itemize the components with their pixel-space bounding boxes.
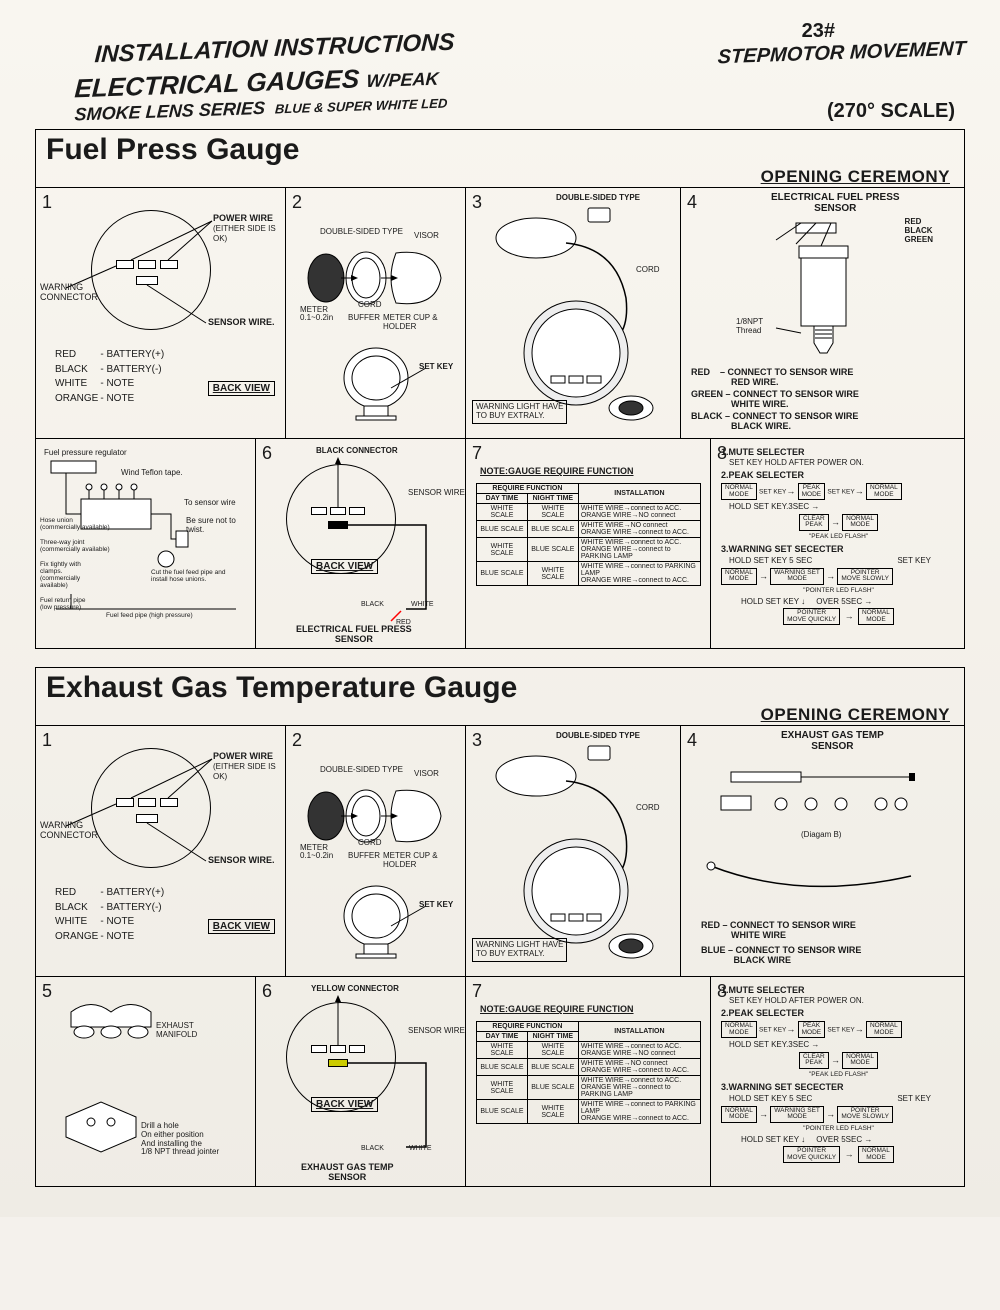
section-title: Fuel Press Gauge	[36, 130, 964, 167]
back-view-label: BACK VIEW	[208, 381, 275, 396]
cell-6: 6 BLACK CONNECTOR SENSOR WIRE BACK VIEW …	[256, 439, 466, 649]
cell-5: Fuel pressure regulator Wind Teflon tape…	[36, 439, 256, 649]
function-table: REQUIRE FUNCTIONINSTALLATION DAY TIMENIG…	[476, 1021, 701, 1124]
set-key-label: SET KEY	[419, 363, 453, 372]
egt-sensor-icon	[681, 726, 963, 926]
section-title: Exhaust Gas Temperature Gauge	[36, 668, 964, 705]
cell-7: 7 NOTE:GAUGE REQUIRE FUNCTION REQUIRE FU…	[466, 439, 711, 649]
page-number: 23#	[802, 20, 835, 43]
power-wire-label: POWER WIRE (EITHER SIDE IS OK)	[213, 214, 285, 244]
cell-3b: 3 DOUBLE-SIDED TYPE CORD WARNING LIGHT H…	[466, 726, 681, 976]
warning-conn-label: WARNING CONNECTOR	[40, 283, 98, 303]
cell-2: 2 DOUBLE-	[286, 188, 466, 438]
section-fuel-press: Fuel Press Gauge OPENING CEREMONY 1 P	[35, 129, 965, 649]
cell-6b: 6 YELLOW CONNECTOR SENSOR WIRE BACK VIEW…	[256, 977, 466, 1187]
black-connector-label: BLACK CONNECTOR	[316, 447, 398, 456]
cell-7b: 7 NOTE:GAUGE REQUIRE FUNCTION REQUIRE FU…	[466, 977, 711, 1187]
cell-5b: 5 EXHAUST MANIFOLD Drill a hole On eithe…	[36, 977, 256, 1187]
cell-3: 3 DOUBLE-SIDED TYPE CORD WARNING LIGHT H…	[466, 188, 681, 438]
back-wiring-icon	[256, 977, 466, 1187]
row-1b: 1 POWER WIRE (EITHER SIDE IS OK) WARNING…	[36, 725, 964, 976]
double-sided-label: DOUBLE-SIDED TYPE	[556, 194, 640, 203]
row-1: 1 POWER WIRE (EITHER SIDE IS OK) WARNING…	[36, 187, 964, 438]
cell-2b: 2 DOUBLE-SIDED TYPE VISOR METER	[286, 726, 466, 976]
selecter-panel: 1.MUTE SELECTER SET KEY HOLD AFTER POWER…	[721, 447, 956, 627]
cell-1b: 1 POWER WIRE (EITHER SIDE IS OK) WARNING…	[36, 726, 286, 976]
cell-4b: 4 EXHAUST GAS TEMP SENSOR (Diagam B)	[681, 726, 963, 976]
cell-4: 4 ELECTRICAL FUEL PRESS SENSOR RED BLACK…	[681, 188, 963, 438]
cell-1: 1 POWER WIRE (EITHER SIDE IS OK) WARNING…	[36, 188, 286, 438]
wire-legend: RED- BATTERY(+) BLACK- BATTERY(-) WHITE-…	[54, 348, 165, 406]
function-table: REQUIRE FUNCTION INSTALLATION DAY TIME N…	[476, 483, 701, 586]
sensor-wire-label: SENSOR WIRE.	[208, 318, 275, 328]
opening-ceremony: OPENING CEREMONY	[36, 705, 964, 725]
warning-light-note: WARNING LIGHT HAVE TO BUY EXTRALY.	[472, 400, 567, 424]
row-2: Fuel pressure regulator Wind Teflon tape…	[36, 438, 964, 648]
row-2b: 5 EXHAUST MANIFOLD Drill a hole On eithe…	[36, 976, 964, 1186]
selecter-panel: 1.MUTE SELECTER SET KEY HOLD AFTER POWER…	[721, 985, 956, 1165]
header: 23# INSTALLATION INSTRUCTIONS STEPMOTOR …	[35, 20, 965, 125]
scale: (270° SCALE)	[827, 100, 955, 123]
section-exhaust-gas: Exhaust Gas Temperature Gauge OPENING CE…	[35, 667, 965, 1187]
back-wiring-icon	[256, 439, 466, 649]
opening-ceremony: OPENING CEREMONY	[36, 167, 964, 187]
title-stepmotor: STEPMOTOR MOVEMENT	[717, 38, 966, 70]
cell-8b: 8 1.MUTE SELECTER SET KEY HOLD AFTER POW…	[711, 977, 963, 1187]
cell-8: 8 1.MUTE SELECTER SET KEY HOLD AFTER POW…	[711, 439, 963, 649]
instruction-sheet: 23# INSTALLATION INSTRUCTIONS STEPMOTOR …	[0, 0, 1000, 1217]
